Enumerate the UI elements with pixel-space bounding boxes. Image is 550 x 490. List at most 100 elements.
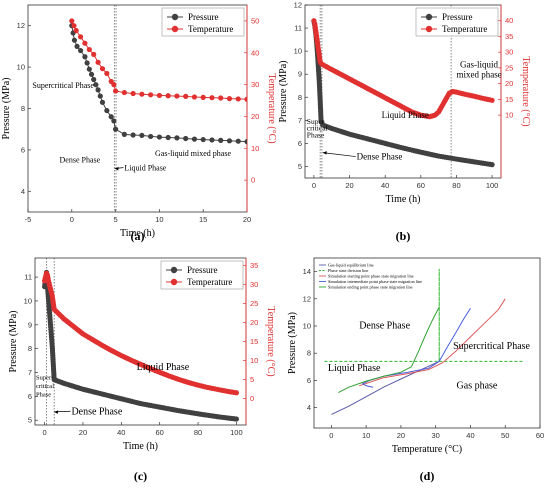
phase-annotation: Supercritical Phase (32, 81, 94, 90)
legend-entry: Simulation starting point phase state mi… (328, 274, 414, 279)
data-point-pressure (489, 162, 495, 168)
y-tick-label: 10 (17, 63, 25, 72)
x-tick-label: 60 (156, 428, 164, 437)
data-point-temperature (209, 95, 215, 101)
y-right-tick-label: 20 (251, 112, 259, 121)
x-tick-label: 20 (345, 181, 353, 190)
y-right-tick-label: 35 (505, 32, 513, 41)
x-tick-label: 10 (155, 215, 163, 224)
data-point-pressure (148, 133, 154, 140)
data-point-temperature (130, 90, 136, 97)
x-tick-label: 50 (501, 431, 509, 440)
phase-annotation: Dense Phase (359, 321, 410, 332)
legend-entry: Temperature (188, 24, 233, 34)
panel-sublabel: (b) (396, 229, 411, 243)
y-axis-label: Pressure (MPa) (8, 311, 19, 373)
x-tick-label: 5 (114, 215, 118, 224)
x-axis-label: Time (h) (120, 228, 155, 239)
panel-sublabel: (a) (131, 229, 145, 243)
data-point-pressure (108, 114, 114, 120)
y-right-tick-label: 30 (251, 80, 259, 89)
y-right-tick-label: 20 (505, 79, 513, 88)
x-tick-label: 80 (452, 181, 460, 190)
data-point-temperature (104, 70, 110, 77)
x-tick-label: 20 (79, 428, 87, 437)
chart-panel-b: 0 20 40 60 80 100 5 6 7 8 9 10 11 12 10 15 20 25 30 35 40 Tem… (278, 1, 531, 244)
annotation-arrowhead (322, 151, 327, 155)
x-tick-label: 40 (466, 431, 474, 440)
data-point-pressure (74, 43, 80, 50)
data-point-temperature (139, 91, 145, 97)
chart-panel-c: 0 20 40 60 80 100 5 6 7 8 9 10 11 0 5 10 15 20 25 30 35 Tempe… (8, 257, 276, 483)
y-right-tick-label: 10 (505, 111, 513, 120)
data-point-pressure (71, 37, 78, 43)
data-point-pressure (104, 107, 110, 114)
panel-sublabel: (d) (420, 469, 435, 483)
series-group (324, 268, 523, 415)
x-tick-label: 10 (362, 431, 370, 440)
y-right-tick-label: 35 (250, 261, 258, 270)
data-point-temperature (82, 40, 88, 46)
data-point-pressure (200, 136, 206, 143)
series-group (69, 18, 247, 145)
y-tick-label: 8 (28, 344, 32, 353)
series-line-simulation-starting-point-phase-state-migration-line (359, 298, 506, 387)
y-right-tick-label: 15 (250, 337, 258, 346)
data-point-temperature (489, 97, 495, 103)
data-point-temperature (174, 93, 180, 99)
data-point-temperature (95, 59, 101, 65)
data-point-pressure (244, 139, 247, 145)
data-point-pressure (77, 47, 84, 54)
data-point-pressure (226, 138, 233, 144)
y-tick-label: 12 (294, 1, 302, 10)
x-tick-label: 30 (432, 431, 440, 440)
legend-entry: Phase state division line (328, 268, 368, 273)
data-point-pressure (91, 76, 97, 83)
series-group (41, 269, 240, 422)
y-right-tick-label: 15 (505, 95, 513, 104)
y-right-tick-label: 0 (250, 394, 254, 403)
data-point-pressure (93, 82, 99, 88)
y-tick-label: 6 (307, 376, 311, 385)
x-tick-label: 100 (486, 181, 499, 190)
phase-annotation: mixed phase (456, 70, 501, 80)
phase-annotation: Super- (36, 375, 53, 382)
y-tick-label: 10 (303, 322, 311, 331)
data-point-pressure (156, 134, 162, 140)
y-right-axis-label: Temperature (°C) (265, 306, 276, 376)
x-tick-label: 0 (312, 181, 316, 190)
data-point-pressure (233, 416, 240, 422)
y-right-tick-label: 25 (505, 63, 513, 72)
phase-annotation: Liquid Phase (137, 362, 190, 373)
phase-annotation: Super (307, 117, 325, 126)
data-point-pressure (218, 137, 224, 143)
data-point-temperature (148, 92, 154, 98)
annotation-arrowhead (54, 410, 59, 414)
x-tick-label: 0 (43, 428, 47, 437)
data-point-temperature (235, 96, 241, 102)
y-right-tick-label: 25 (250, 299, 258, 308)
data-point-pressure (97, 93, 103, 99)
data-point-pressure (121, 131, 127, 137)
data-point-temperature (111, 82, 117, 88)
phase-annotation: critical (307, 124, 328, 133)
legend-entry: Pressure (442, 12, 473, 22)
series-line-temperature (44, 271, 237, 394)
data-point-temperature (91, 51, 97, 57)
data-point-temperature (218, 95, 224, 101)
x-axis-label: Time (h) (123, 441, 158, 452)
phase-annotation: Dense Phase (60, 155, 101, 164)
series-line-phase-state-division-line (324, 268, 523, 362)
data-point-temperature (226, 96, 233, 102)
data-point-pressure (88, 71, 95, 77)
legend-marker (170, 266, 178, 274)
annotation-arrow (322, 152, 356, 157)
y-right-tick-label: 10 (251, 144, 259, 153)
y-right-axis-label: Temperature (°C) (520, 56, 531, 126)
data-point-temperature (191, 94, 198, 100)
x-tick-label: 0 (329, 431, 333, 440)
data-point-temperature (77, 34, 84, 40)
legend-entry: Simulation ending point phase state migr… (328, 285, 413, 290)
phase-annotation: Liquid Phase (382, 110, 429, 120)
